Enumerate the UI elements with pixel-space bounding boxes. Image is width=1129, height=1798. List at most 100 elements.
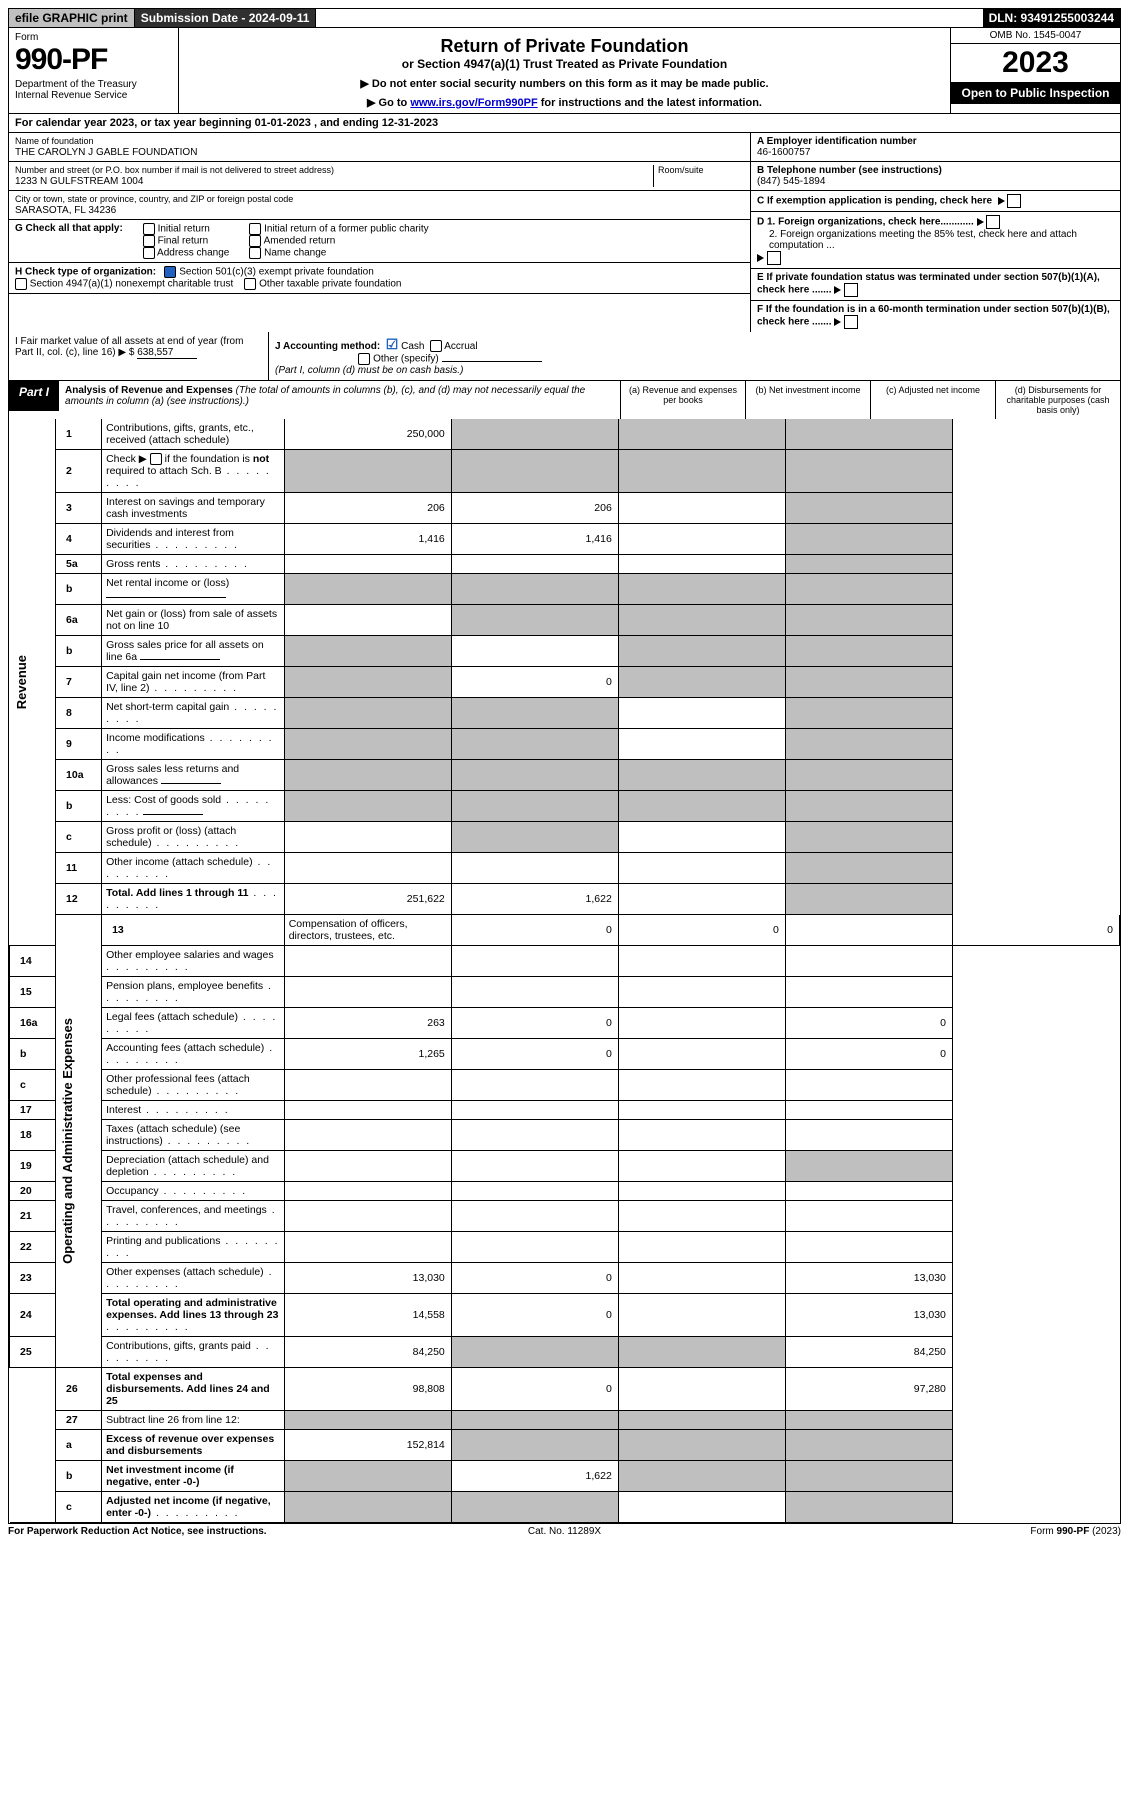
table-row: 6aNet gain or (loss) from sale of assets…: [10, 605, 1120, 636]
table-row: 9Income modifications: [10, 729, 1120, 760]
section-h: H Check type of organization: Section 50…: [9, 263, 750, 294]
arrow-icon: [977, 218, 984, 226]
arrow-icon: [757, 254, 764, 262]
table-row: 11Other income (attach schedule): [10, 853, 1120, 884]
arrow-icon: [834, 286, 841, 294]
table-row: cOther professional fees (attach schedul…: [10, 1070, 1120, 1101]
table-row: 15Pension plans, employee benefits: [10, 977, 1120, 1008]
table-row: 24Total operating and administrative exp…: [10, 1294, 1120, 1337]
table-row: bNet investment income (if negative, ent…: [10, 1461, 1120, 1492]
irs-label: Internal Revenue Service: [15, 90, 172, 101]
checkbox-f[interactable]: [844, 315, 858, 329]
col-a-header: (a) Revenue and expenses per books: [620, 381, 745, 419]
table-row: aExcess of revenue over expenses and dis…: [10, 1430, 1120, 1461]
table-row: 26Total expenses and disbursements. Add …: [10, 1368, 1120, 1411]
table-row: cGross profit or (loss) (attach schedule…: [10, 822, 1120, 853]
foundation-name: THE CAROLYN J GABLE FOUNDATION: [15, 147, 197, 158]
table-row: 12Total. Add lines 1 through 11 251,6221…: [10, 884, 1120, 915]
checkbox-4947a1[interactable]: [15, 278, 27, 290]
catalog-number: Cat. No. 11289X: [379, 1526, 750, 1537]
checkbox-other-taxable[interactable]: [244, 278, 256, 290]
checkbox-amended-return[interactable]: [249, 235, 261, 247]
telephone-value: (847) 545-1894: [757, 176, 825, 187]
city-cell: City or town, state or province, country…: [9, 191, 750, 220]
table-row: 2Check ▶ if the foundation is not requir…: [10, 450, 1120, 493]
form-title: Return of Private Foundation: [185, 36, 944, 57]
table-row: 7Capital gain net income (from Part IV, …: [10, 667, 1120, 698]
table-row: 4Dividends and interest from securities …: [10, 524, 1120, 555]
table-row: 21Travel, conferences, and meetings: [10, 1201, 1120, 1232]
ssn-warning: ▶ Do not enter social security numbers o…: [185, 77, 944, 90]
section-ij: I Fair market value of all assets at end…: [8, 332, 1121, 381]
telephone-cell: B Telephone number (see instructions) (8…: [751, 162, 1120, 191]
checkbox-initial-return[interactable]: [143, 223, 155, 235]
table-row: 22Printing and publications: [10, 1232, 1120, 1263]
part-1-table: Revenue 1Contributions, gifts, grants, e…: [9, 419, 1120, 1523]
room-suite-label: Room/suite: [658, 165, 704, 175]
efile-label[interactable]: efile GRAPHIC print: [9, 9, 135, 27]
col-d-header: (d) Disbursements for charitable purpose…: [995, 381, 1120, 419]
checkbox-e[interactable]: [844, 283, 858, 297]
table-row: 19Depreciation (attach schedule) and dep…: [10, 1151, 1120, 1182]
instructions-link-line: ▶ Go to www.irs.gov/Form990PF for instru…: [185, 96, 944, 109]
revenue-side-label: Revenue: [14, 655, 29, 709]
tax-year: 2023: [951, 44, 1120, 82]
street-address: 1233 N GULFSTREAM 1004: [15, 176, 143, 187]
checkbox-final-return[interactable]: [143, 235, 155, 247]
section-e: E If private foundation status was termi…: [751, 269, 1120, 301]
form-footer-label: Form 990-PF (2023): [750, 1526, 1121, 1537]
form-label: Form: [15, 32, 172, 43]
table-row: bNet rental income or (loss): [10, 574, 1120, 605]
fmv-label: I Fair market value of all assets at end…: [15, 336, 243, 358]
arrow-icon: [834, 318, 841, 326]
address-cell: Number and street (or P.O. box number if…: [9, 162, 750, 191]
checkbox-501c3[interactable]: [164, 266, 176, 278]
table-row: bAccounting fees (attach schedule) 1,265…: [10, 1039, 1120, 1070]
checkbox-initial-former-public[interactable]: [249, 223, 261, 235]
part-1: Part I Analysis of Revenue and Expenses …: [8, 381, 1121, 1524]
table-row: cAdjusted net income (if negative, enter…: [10, 1492, 1120, 1523]
entity-info: Name of foundation THE CAROLYN J GABLE F…: [8, 133, 1121, 332]
dln-label: DLN: 93491255003244: [983, 9, 1120, 27]
table-row: 5aGross rents: [10, 555, 1120, 574]
paperwork-notice: For Paperwork Reduction Act Notice, see …: [8, 1526, 267, 1537]
part-1-title: Analysis of Revenue and Expenses (The to…: [59, 381, 620, 411]
col-b-header: (b) Net investment income: [745, 381, 870, 419]
checkbox-address-change[interactable]: [143, 247, 155, 259]
section-d: D 1. Foreign organizations, check here..…: [751, 212, 1120, 269]
open-to-public: Open to Public Inspection: [951, 82, 1120, 104]
ein-cell: A Employer identification number 46-1600…: [751, 133, 1120, 162]
foundation-name-cell: Name of foundation THE CAROLYN J GABLE F…: [9, 133, 750, 162]
page-footer: For Paperwork Reduction Act Notice, see …: [8, 1524, 1121, 1537]
checkbox-accrual[interactable]: [430, 340, 442, 352]
table-row: 14Other employee salaries and wages: [10, 946, 1120, 977]
table-row: Operating and Administrative Expenses 13…: [10, 915, 1120, 946]
table-row: 8Net short-term capital gain: [10, 698, 1120, 729]
check-icon: ☑: [386, 336, 399, 352]
checkbox-other-method[interactable]: [358, 353, 370, 365]
checkbox-name-change[interactable]: [249, 247, 261, 259]
table-row: 23Other expenses (attach schedule) 13,03…: [10, 1263, 1120, 1294]
checkbox-d2[interactable]: [767, 251, 781, 265]
table-row: 20Occupancy: [10, 1182, 1120, 1201]
table-row: 25Contributions, gifts, grants paid 84,2…: [10, 1337, 1120, 1368]
table-row: bGross sales price for all assets on lin…: [10, 636, 1120, 667]
table-row: 3Interest on savings and temporary cash …: [10, 493, 1120, 524]
part-1-tag: Part I: [9, 381, 59, 411]
table-row: 16aLegal fees (attach schedule) 26300: [10, 1008, 1120, 1039]
form-number: 990-PF: [15, 43, 172, 77]
table-row: 18Taxes (attach schedule) (see instructi…: [10, 1120, 1120, 1151]
arrow-icon: [998, 197, 1005, 205]
section-g: G Check all that apply: Initial return F…: [9, 220, 750, 263]
checkbox-sch-b[interactable]: [150, 453, 162, 465]
submission-date: Submission Date - 2024-09-11: [135, 9, 317, 27]
instructions-link[interactable]: www.irs.gov/Form990PF: [410, 97, 537, 109]
form-title-block: Return of Private Foundation or Section …: [179, 28, 950, 113]
checkbox-pending[interactable]: [1007, 194, 1021, 208]
checkbox-d1[interactable]: [986, 215, 1000, 229]
cash-basis-note: (Part I, column (d) must be on cash basi…: [275, 365, 463, 376]
table-row: 10aGross sales less returns and allowanc…: [10, 760, 1120, 791]
table-row: Revenue 1Contributions, gifts, grants, e…: [10, 419, 1120, 450]
dept-label: Department of the Treasury: [15, 79, 172, 90]
table-row: bLess: Cost of goods sold: [10, 791, 1120, 822]
